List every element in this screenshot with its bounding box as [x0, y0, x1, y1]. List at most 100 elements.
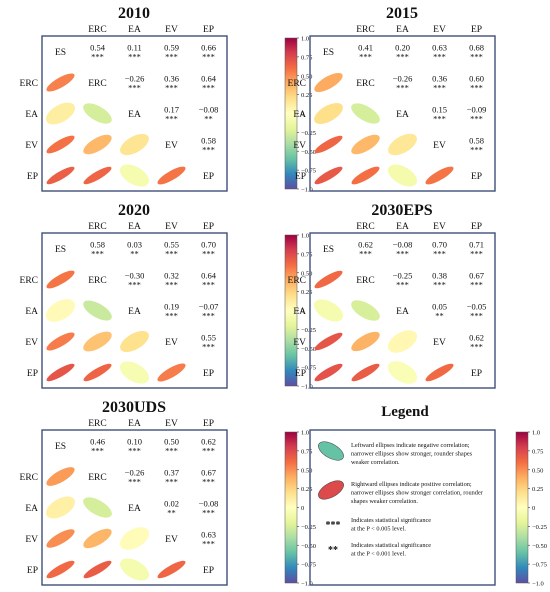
row-header-ERC: ERC	[20, 79, 38, 89]
correlation-ellipse	[314, 363, 343, 382]
correlation-ellipse	[46, 363, 75, 382]
colorbar-tick-label: 0.25	[301, 92, 312, 99]
significance-marker: ***	[202, 342, 215, 352]
correlation-value: 0.70	[201, 240, 216, 250]
significance-marker: ***	[202, 539, 215, 549]
row-header-EV: EV	[25, 141, 38, 151]
correlation-ellipse	[46, 332, 75, 351]
diagonal-label-ES: ES	[323, 48, 334, 58]
significance-marker: ***	[470, 249, 483, 259]
correlation-ellipse	[46, 529, 75, 548]
diagonal-label-EV: EV	[165, 141, 178, 151]
correlation-value: 0.37	[164, 468, 179, 478]
significance-marker: ***	[202, 145, 215, 155]
significance-marker: ***	[202, 508, 215, 518]
significance-marker: ***	[470, 280, 483, 290]
colorbar-tick-label: −0.25	[301, 130, 316, 137]
significance-marker: ***	[128, 446, 141, 456]
diagonal-label-ERC: ERC	[356, 79, 374, 89]
significance-marker: ***	[433, 249, 446, 259]
correlation-value: 0.58	[469, 136, 484, 146]
significance-marker: ***	[396, 280, 409, 290]
colorbar-tick-label: 0.75	[532, 448, 543, 455]
column-header-ERC: ERC	[88, 419, 106, 429]
correlation-value: −0.26	[125, 74, 145, 84]
correlation-ellipse	[313, 299, 344, 322]
colorbar-tick-label: 0.75	[301, 54, 312, 61]
legend-description: Leftward ellipses indicate negative corr…	[351, 442, 470, 449]
correlation-value: 0.17	[164, 105, 179, 115]
legend-significance-symbol: ***	[326, 520, 341, 531]
correlation-ellipse	[46, 135, 75, 154]
panel-frame	[309, 232, 496, 389]
significance-marker: ***	[202, 83, 215, 93]
column-header-EA: EA	[128, 25, 141, 35]
panel-title: 2030UDS	[102, 399, 166, 416]
row-header-EA: EA	[293, 110, 306, 120]
row-header-EP: EP	[295, 172, 306, 182]
correlation-ellipse	[314, 166, 343, 185]
correlation-ellipse	[388, 133, 417, 156]
significance-marker: ***	[165, 114, 178, 124]
diagonal-label-EV: EV	[165, 338, 178, 348]
colorbar-tick-label: 1.0	[301, 430, 309, 437]
significance-marker: ***	[396, 249, 409, 259]
correlation-ellipse	[157, 166, 186, 185]
colorbar-tick-label: 1.0	[532, 430, 540, 437]
row-header-ERC: ERC	[20, 473, 38, 483]
diagonal-label-EP: EP	[471, 172, 482, 182]
correlation-value: 0.55	[201, 333, 216, 343]
significance-marker: **	[435, 311, 444, 321]
correlation-value: −0.25	[393, 271, 413, 281]
significance-marker: ***	[396, 52, 409, 62]
significance-marker: ***	[202, 477, 215, 487]
correlation-value: 0.58	[90, 240, 105, 250]
row-header-EA: EA	[25, 110, 38, 120]
correlation-ellipse	[157, 363, 186, 382]
correlation-ellipse	[314, 332, 343, 351]
significance-marker: ***	[470, 83, 483, 93]
correlation-value: 0.59	[164, 43, 179, 53]
colorbar-tick-label: −0.25	[301, 524, 316, 531]
correlation-value: 0.70	[432, 240, 447, 250]
colorbar-tick-label: −0.75	[301, 365, 316, 372]
row-header-ERC: ERC	[288, 79, 306, 89]
correlation-ellipse	[314, 270, 343, 289]
diagonal-label-ERC: ERC	[88, 79, 106, 89]
significance-marker: ***	[165, 249, 178, 259]
panel-title: 2020	[118, 202, 150, 219]
column-header-EP: EP	[471, 222, 482, 232]
column-header-ERC: ERC	[356, 25, 374, 35]
colorbar-tick-label: −0.75	[301, 562, 316, 569]
correlation-value: 0.03	[127, 240, 142, 250]
column-header-ERC: ERC	[88, 222, 106, 232]
significance-marker: ***	[91, 446, 104, 456]
diagonal-label-EA: EA	[128, 110, 141, 120]
correlation-ellipse	[387, 330, 418, 353]
diagonal-label-EV: EV	[165, 535, 178, 545]
significance-marker: ***	[165, 311, 178, 321]
significance-marker: ***	[165, 280, 178, 290]
correlation-ellipse	[351, 166, 380, 185]
correlation-ellipse	[83, 560, 112, 579]
colorbar-tick-label: 0.50	[301, 270, 312, 277]
correlation-ellipse	[46, 166, 75, 185]
significance-marker: ***	[470, 342, 483, 352]
significance-marker: ***	[470, 52, 483, 62]
correlation-value: −0.08	[393, 240, 413, 250]
diagonal-label-EP: EP	[203, 172, 214, 182]
panel-frame	[41, 35, 228, 192]
significance-marker: ***	[128, 280, 141, 290]
correlation-ellipse	[83, 331, 112, 352]
correlation-ellipse	[46, 270, 75, 289]
diagonal-label-EA: EA	[128, 307, 141, 317]
significance-marker: **	[130, 249, 139, 259]
colorbar-tick-label: 0.75	[301, 448, 312, 455]
legend-description: at the P < 0.005 level.	[351, 526, 406, 533]
significance-marker: ***	[470, 114, 483, 124]
diagonal-label-ES: ES	[55, 442, 66, 452]
p0-colorbar: 1.0 0.75 0.50 0.25 0 −0.25 −0.50 −0.75 −1.0	[284, 36, 316, 194]
